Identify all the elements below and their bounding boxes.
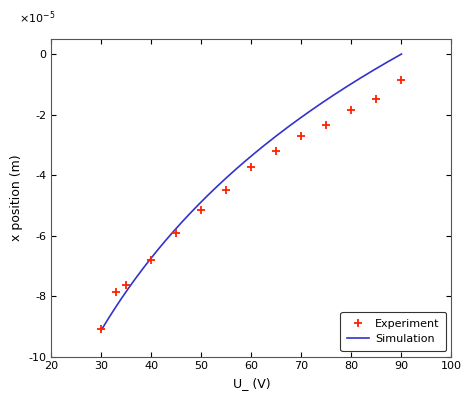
Experiment [99,327,104,332]
Experiment [299,133,304,138]
Simulation [277,131,283,136]
Simulation [345,84,350,89]
Experiment [249,164,254,169]
Simulation [399,52,405,56]
Simulation [243,158,249,163]
Experiment [224,188,229,192]
Experiment [274,148,279,153]
Experiment [349,108,354,112]
Line: Simulation: Simulation [101,54,402,330]
Simulation [241,160,247,165]
Experiment [324,123,329,128]
Simulation [99,328,104,332]
Simulation [391,56,397,60]
Simulation [261,143,267,148]
Text: $\times 10^{-5}$: $\times 10^{-5}$ [19,10,56,26]
Legend: Experiment, Simulation: Experiment, Simulation [340,312,446,351]
Line: Experiment: Experiment [97,76,405,334]
Experiment [124,283,129,288]
Experiment [199,208,204,212]
Experiment [174,230,179,235]
X-axis label: U_ (V): U_ (V) [233,377,270,390]
Experiment [149,257,154,262]
Experiment [399,77,405,82]
Experiment [114,289,119,294]
Y-axis label: x position (m): x position (m) [10,154,23,241]
Experiment [374,97,379,102]
